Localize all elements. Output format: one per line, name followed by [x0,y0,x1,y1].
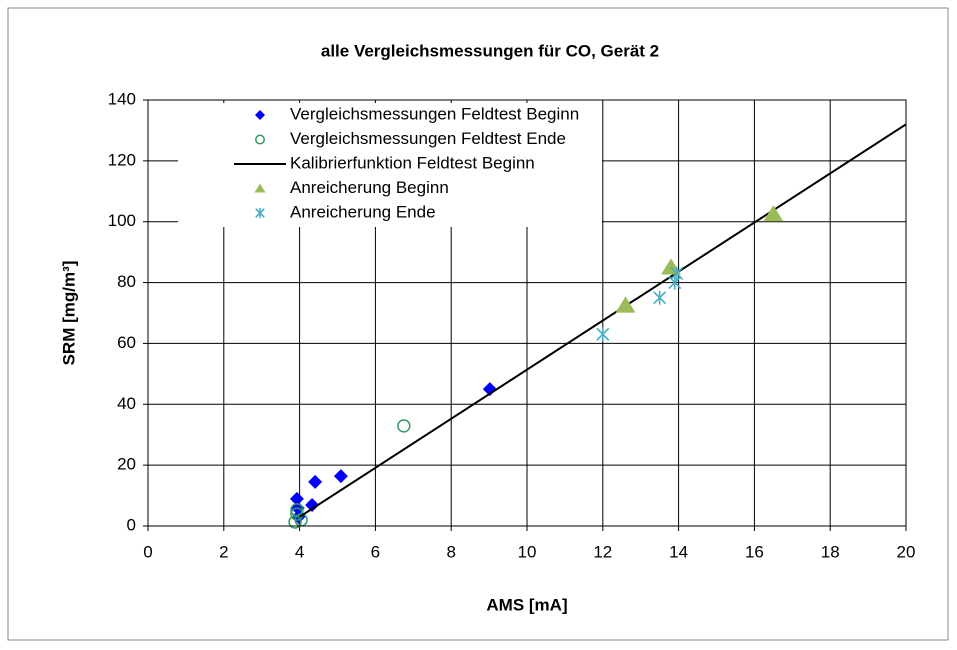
x-tick-label: 6 [371,542,380,561]
marker [615,296,636,313]
marker [308,474,323,489]
marker [333,469,348,484]
marker [397,419,411,433]
x-tick-label: 8 [446,542,455,561]
y-tick-label: 60 [117,333,136,352]
marker [289,491,304,506]
x-tick-label: 18 [821,542,840,561]
legend-label: Kalibrierfunktion Feldtest Beginn [290,153,535,172]
y-tick-label: 120 [108,150,136,169]
marker [255,134,265,145]
calibration-line [299,123,907,518]
marker [763,205,784,222]
x-tick-label: 2 [219,542,228,561]
legend-label: Vergleichsmessungen Feldtest Ende [290,129,566,148]
marker [255,208,265,218]
legend-label: Vergleichsmessungen Feldtest Beginn [290,104,579,123]
marker [290,503,304,517]
plot-frame [147,99,907,527]
x-tick-label: 14 [669,542,688,561]
marker [305,498,320,513]
y-tick-label: 140 [108,89,136,108]
x-tick-label: 10 [518,542,537,561]
x-tick-label: 0 [143,542,152,561]
marker [254,183,266,193]
x-tick-label: 12 [593,542,612,561]
legend-label: Anreicherung Beginn [290,178,449,197]
legend-label: Anreicherung Ende [290,202,436,221]
y-tick-label: 20 [117,455,136,474]
x-tick-label: 4 [295,542,304,561]
marker [670,266,684,281]
y-axis-label: SRM [mg/m³] [59,261,78,366]
x-tick-label: 20 [897,542,916,561]
y-tick-label: 40 [117,394,136,413]
y-tick-label: 80 [117,272,136,291]
marker [653,290,667,305]
chart-title: alle Vergleichsmessungen für CO, Gerät 2 [321,41,659,60]
y-tick-label: 0 [127,515,136,534]
x-tick-label: 16 [745,542,764,561]
x-axis-label: AMS [mA] [486,595,567,614]
marker [255,110,265,120]
marker [596,327,610,342]
y-tick-label: 100 [108,211,136,230]
